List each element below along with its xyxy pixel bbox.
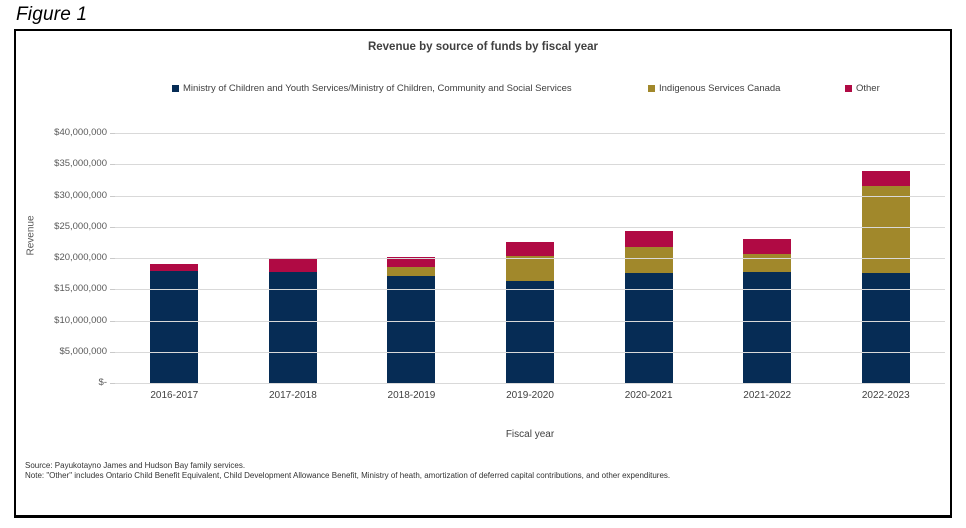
bar-segment [861, 273, 910, 383]
legend-label: Ministry of Children and Youth Services/… [183, 82, 572, 94]
bar-slot [234, 133, 353, 383]
bar-segment [150, 264, 199, 271]
legend-swatch-icon [845, 84, 852, 92]
stacked-bar-2017-2018 [268, 259, 317, 383]
bar-slot [352, 133, 471, 383]
legend-swatch-icon [648, 84, 655, 92]
stacked-bar-2020-2021 [624, 231, 673, 383]
other-definition-note: Note: "Other" includes Ontario Child Ben… [25, 471, 671, 480]
bar-segment [861, 171, 910, 186]
y-axis-tick [110, 383, 115, 384]
y-axis-tick-label: $30,000,000 [54, 190, 107, 201]
chart-container: Revenue by source of funds by fiscal yea… [14, 29, 952, 518]
bar-segment [743, 253, 792, 272]
y-axis-tick-label: $- [98, 377, 107, 388]
bar-segment [743, 239, 792, 254]
bar-slot [589, 133, 708, 383]
bar-segment [624, 273, 673, 383]
x-axis-tick-label: 2020-2021 [624, 390, 673, 401]
bar-segment [150, 270, 199, 383]
y-axis-tick [110, 352, 115, 353]
legend-swatch-icon [172, 84, 179, 92]
gridline [115, 289, 945, 290]
bars-row [115, 133, 945, 383]
x-axis-tick-label: 2017-2018 [268, 390, 317, 401]
bar-segment [387, 266, 436, 277]
y-axis-tick-label: $35,000,000 [54, 158, 107, 169]
y-axis-tick-label: $40,000,000 [54, 127, 107, 138]
y-axis-tick [110, 164, 115, 165]
plot-area: $40,000,000 $35,000,000 $30,000,000 $25,000… [54, 128, 945, 388]
bar-segment [743, 271, 792, 383]
y-axis-tick-label: $20,000,000 [54, 252, 107, 263]
gridline [115, 133, 945, 134]
y-axis-tick-label: $10,000,000 [54, 315, 107, 326]
bar-segment [506, 242, 555, 257]
y-axis-tick [110, 289, 115, 290]
gridline [115, 227, 945, 228]
bar-segment [387, 256, 436, 267]
bar-slot [471, 133, 590, 383]
bar-segment [268, 259, 317, 272]
x-axis-tick-label: 2019-2020 [506, 390, 554, 401]
chart-legend: Ministry of Children and Youth Services/… [16, 81, 950, 95]
bar-segment [861, 185, 910, 273]
y-axis-tick-label: $5,000,000 [59, 346, 107, 357]
x-axis-tick-labels: 2016-2017 2017-2018 2018-2019 2019-2020 2020… [115, 390, 945, 401]
x-axis-tick-label: 2018-2019 [387, 390, 436, 401]
bar-segment [387, 276, 436, 383]
stacked-bar-2018-2019 [387, 256, 436, 383]
x-axis-tick-label: 2016-2017 [150, 390, 199, 401]
legend-item: Ministry of Children and Youth Services/… [172, 81, 572, 95]
chart-title: Revenue by source of funds by fiscal yea… [367, 41, 599, 53]
source-note: Source: Payukotayno James and Hudson Bay… [25, 461, 246, 470]
gridline [115, 352, 945, 353]
gridline [115, 258, 945, 259]
stacked-bar-2021-2022 [743, 239, 792, 383]
x-axis-tick-label: 2021-2022 [743, 390, 792, 401]
x-axis-tick-label: 2022-2023 [861, 390, 910, 401]
x-axis-title: Fiscal year [505, 429, 555, 440]
legend-label: Other [856, 82, 880, 94]
gridline [115, 321, 945, 322]
legend-item: Other [845, 81, 880, 95]
y-axis-tick-label: $15,000,000 [54, 283, 107, 294]
bar-segment [268, 271, 317, 383]
y-axis-tick [110, 258, 115, 259]
bar-segment [624, 246, 673, 273]
y-axis-tick [110, 133, 115, 134]
y-axis-tick-label: $25,000,000 [54, 221, 107, 232]
figure-label: Figure 1 [16, 4, 88, 25]
bar-segment [506, 280, 555, 383]
gridline [115, 196, 945, 197]
bar-segment [506, 256, 555, 281]
legend-label: Indigenous Services Canada [659, 82, 781, 94]
gridline [115, 383, 945, 384]
legend-item: Indigenous Services Canada [648, 81, 780, 95]
y-axis-tick [110, 321, 115, 322]
gridline [115, 164, 945, 165]
stacked-bar-2016-2017 [150, 264, 199, 383]
y-axis-tick [110, 196, 115, 197]
stacked-bar-2019-2020 [506, 242, 555, 383]
y-axis-title: Revenue [25, 215, 37, 256]
bar-segment [624, 231, 673, 247]
y-axis-tick [110, 227, 115, 228]
footer-notes: Source: Payukotayno James and Hudson Bay… [25, 461, 940, 481]
